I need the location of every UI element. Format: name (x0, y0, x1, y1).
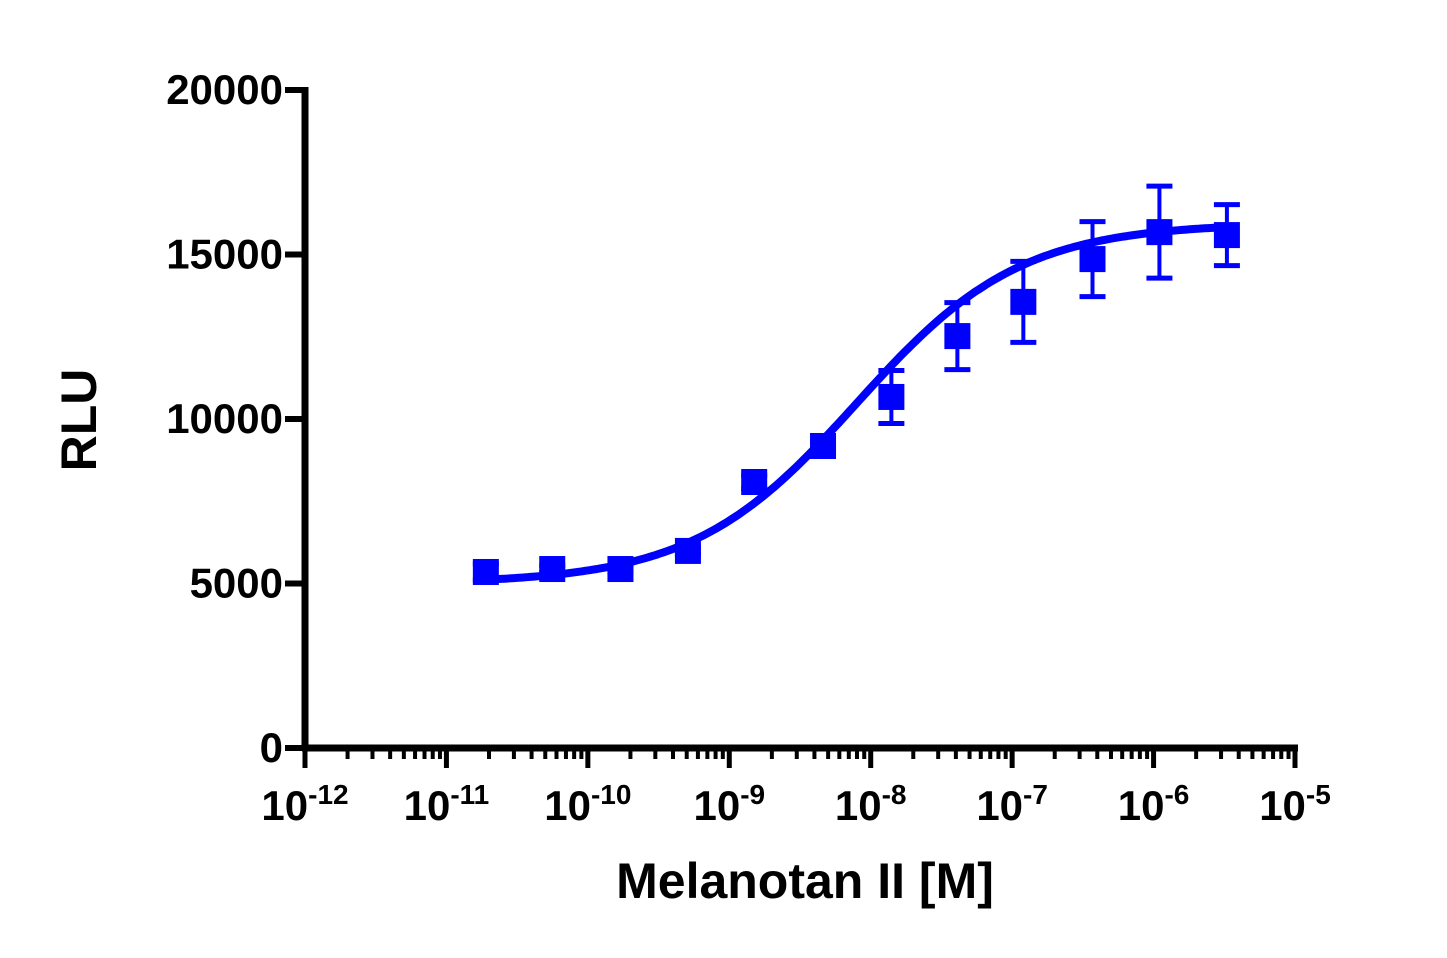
y-tick-label: 15000 (166, 231, 283, 278)
x-tick-label: 10-10 (544, 779, 631, 829)
data-point (472, 558, 499, 585)
y-tick-label: 10000 (166, 395, 283, 442)
ticks: 0 5000 10000 15000 20000 10-12 10-11 10-10 10-9 1… (166, 66, 1331, 829)
y-tick-label: 5000 (190, 560, 283, 607)
square-marker (1079, 246, 1106, 273)
x-tick-label: 10-11 (404, 779, 490, 829)
square-marker (539, 556, 566, 583)
fit-curve-layer (485, 223, 1228, 584)
square-marker (810, 432, 837, 459)
y-tick-label: 20000 (166, 66, 283, 113)
square-marker (878, 383, 905, 410)
data-point (1079, 219, 1106, 300)
x-tick-label: 10-6 (1118, 779, 1190, 829)
x-axis-label: Melanotan II [M] (616, 853, 994, 909)
square-marker (1010, 288, 1037, 315)
y-tick-label: 0 (260, 724, 283, 771)
square-marker (674, 537, 701, 564)
data-point (741, 469, 768, 496)
x-tick-label: 10-12 (261, 779, 348, 829)
fit-curve (485, 223, 1228, 584)
x-tick-label: 10-8 (835, 779, 907, 829)
x-tick-label: 10-9 (693, 779, 765, 829)
data-point (539, 556, 566, 583)
data-point (1010, 258, 1037, 345)
data-point (674, 537, 701, 564)
x-tick-label: 10-7 (976, 779, 1048, 829)
square-marker (1213, 222, 1240, 249)
y-axis-label: RLU (51, 369, 107, 472)
data-point (878, 367, 905, 426)
data-point (1213, 202, 1240, 269)
data-point (944, 300, 971, 373)
x-tick-label: 10-5 (1259, 779, 1331, 829)
data-point (607, 556, 634, 583)
square-marker (944, 323, 971, 350)
square-marker (472, 558, 499, 585)
data-point (810, 432, 837, 459)
data-points (472, 183, 1240, 585)
square-marker (741, 469, 768, 496)
data-point (1146, 183, 1173, 281)
square-marker (1146, 219, 1173, 246)
square-marker (607, 556, 634, 583)
